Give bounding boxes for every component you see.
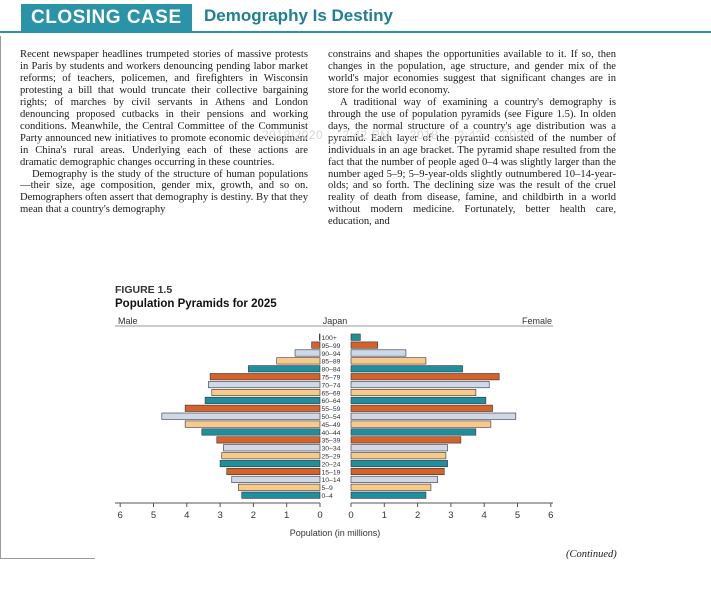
x-tick-label: 4 (184, 510, 189, 521)
male-bar (294, 349, 321, 357)
page-left-rule (0, 36, 1, 558)
male-bar (223, 444, 321, 452)
male-bar (209, 373, 321, 381)
female-bar (350, 444, 448, 452)
female-bar (350, 412, 517, 420)
x-tick-label: 0 (348, 510, 353, 521)
female-bar (350, 452, 447, 460)
female-bar (350, 365, 463, 373)
male-bar (226, 467, 321, 475)
male-bar (238, 483, 321, 491)
male-bar (211, 388, 321, 396)
x-tick-label: 5 (151, 510, 156, 521)
female-bar (350, 349, 407, 357)
female-bar (350, 420, 492, 428)
age-group-label: 85–89 (322, 359, 341, 366)
female-bar (350, 373, 500, 381)
header-rule (0, 31, 711, 33)
age-group-label: 20–24 (322, 461, 341, 468)
x-tick-label: 1 (382, 510, 387, 521)
male-bar (241, 491, 321, 499)
female-bar (350, 388, 477, 396)
x-tick-label: 6 (118, 510, 123, 521)
x-tick-label: 3 (448, 510, 453, 521)
figure-title: Population Pyramids for 2025 (115, 298, 277, 310)
age-group-label: 95–99 (322, 343, 341, 350)
female-bar (350, 428, 477, 436)
female-bar (350, 467, 445, 475)
page-bottom-rule (0, 558, 95, 559)
age-group-label: 30–34 (322, 446, 341, 453)
age-group-label: 50–54 (322, 414, 341, 421)
age-group-label: 5–9 (322, 485, 334, 492)
age-group-label: 15–19 (322, 469, 341, 476)
x-tick-label: 4 (482, 510, 487, 521)
continued-note: (Continued) (566, 549, 617, 560)
age-group-label: 70–74 (322, 382, 341, 389)
age-group-label: 55–59 (322, 406, 341, 413)
female-bar (350, 475, 438, 483)
age-group-label: 0–4 (322, 493, 334, 500)
x-tick-label: 2 (251, 510, 256, 521)
male-bar (184, 404, 321, 412)
x-tick-label: 3 (217, 510, 222, 521)
female-bar (350, 483, 432, 491)
male-bar (201, 428, 321, 436)
figure-label: FIGURE 1.5 (115, 284, 173, 296)
age-group-label: 80–84 (322, 367, 341, 374)
male-bar (204, 396, 321, 404)
text-column-right: constrains and shapes the opportunities … (328, 49, 616, 228)
age-group-label: 40–44 (322, 430, 341, 437)
age-group-label: 100+ (322, 335, 337, 342)
male-bar (221, 452, 321, 460)
male-bar (311, 341, 321, 349)
female-bar (350, 460, 448, 468)
text-column-left: Recent newspaper headlines trumpeted sto… (20, 49, 308, 216)
age-group-label: 65–69 (322, 390, 341, 397)
paragraph: Demography is the study of the structure… (20, 168, 308, 216)
section-label: CLOSING CASE (21, 4, 192, 31)
case-title: Demography Is Destiny (204, 6, 393, 25)
female-bar (350, 436, 462, 444)
case-header: CLOSING CASE Demography Is Destiny (0, 0, 711, 34)
age-group-label: 25–29 (322, 454, 341, 461)
age-group-label: 10–14 (322, 477, 341, 484)
female-bar (350, 396, 487, 404)
male-bar (208, 381, 321, 389)
x-tick-label: 5 (515, 510, 520, 521)
female-bar (350, 357, 427, 365)
paragraph: constrains and shapes the opportunities … (328, 49, 616, 96)
male-bar (219, 460, 321, 468)
age-group-label: 60–64 (322, 398, 341, 405)
x-tick-label: 2 (415, 510, 420, 521)
male-label: Male (118, 316, 138, 326)
female-bar (350, 333, 361, 341)
x-tick-label: 0 (317, 510, 322, 521)
x-tick-label: 1 (284, 510, 289, 521)
paragraph: Recent newspaper headlines trumpeted sto… (20, 49, 308, 168)
age-group-label: 45–49 (322, 422, 341, 429)
x-tick-label: 6 (548, 510, 553, 521)
age-group-label: 35–39 (322, 438, 341, 445)
x-axis-title: Population (in millions) (290, 528, 381, 538)
age-group-label: 90–94 (322, 351, 341, 358)
male-bar (184, 420, 321, 428)
female-bar (350, 491, 427, 499)
country-label: Japan (323, 316, 348, 326)
female-label: Female (522, 316, 552, 326)
male-bar (231, 475, 321, 483)
male-bar (216, 436, 321, 444)
male-bar (248, 365, 321, 373)
female-bar (350, 381, 490, 389)
age-group-label: 75–79 (322, 375, 341, 382)
male-bar (161, 412, 321, 420)
female-bar (350, 404, 493, 412)
paragraph: A traditional way of examining a country… (328, 96, 616, 228)
female-bar (350, 341, 378, 349)
male-bar (276, 357, 321, 365)
male-bar (319, 333, 321, 341)
